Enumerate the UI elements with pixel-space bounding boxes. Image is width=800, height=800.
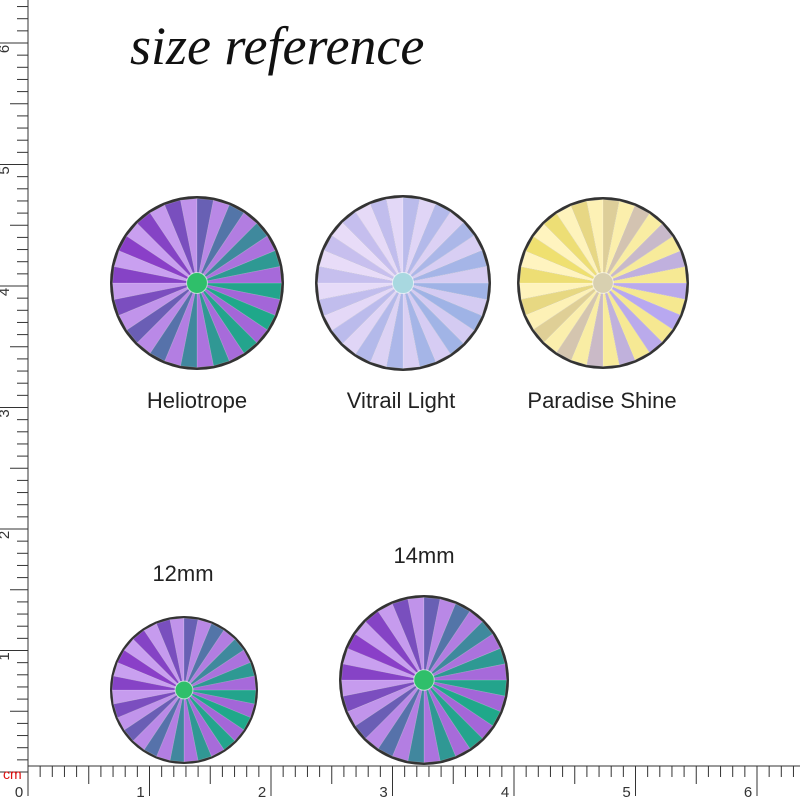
- gem: [315, 195, 491, 371]
- ruler-label: 6: [0, 45, 13, 53]
- gem-core: [174, 680, 194, 700]
- ruler-label: 2: [258, 784, 266, 800]
- gem-facet: [126, 282, 198, 344]
- ruler-label: 5: [622, 784, 630, 800]
- gem-facet: [520, 250, 604, 284]
- gem-facet: [570, 282, 604, 366]
- gem-facet: [423, 598, 456, 681]
- gem-facet: [196, 282, 230, 367]
- gem-facet: [323, 282, 404, 331]
- gem-facet: [183, 689, 245, 742]
- gem-facet: [196, 250, 281, 284]
- gem-facet: [602, 282, 673, 343]
- gem-facet: [423, 663, 507, 681]
- gem-facet: [602, 266, 687, 284]
- gem-facet: [602, 282, 686, 316]
- gem-facet: [402, 265, 489, 284]
- gem-facet: [318, 282, 404, 317]
- ruler-label: 0: [15, 784, 23, 800]
- size-label: 12mm: [152, 561, 213, 586]
- ruler-label: 1: [0, 652, 13, 660]
- gem-facet: [196, 282, 268, 344]
- gem-facet: [355, 679, 425, 739]
- gem-facet: [543, 213, 604, 284]
- gem-facet: [183, 649, 251, 691]
- gem-facet: [123, 638, 185, 691]
- gem-core: [413, 669, 435, 691]
- ruler-label: 2: [0, 531, 13, 539]
- gem-facet: [402, 249, 488, 284]
- gem-facet: [369, 198, 404, 284]
- ruler-label: 3: [0, 409, 13, 417]
- gem-facet: [183, 689, 225, 757]
- gem-label: Vitrail Light: [347, 388, 455, 413]
- gem-core: [391, 271, 415, 295]
- gem-facet: [196, 222, 268, 284]
- gem-facet: [402, 235, 483, 284]
- gem-facet: [143, 623, 185, 691]
- ruler-label: 1: [136, 784, 144, 800]
- gem-facet: [341, 663, 425, 681]
- size-label: 14mm: [393, 543, 454, 568]
- gem-facet: [183, 689, 236, 751]
- gem-facet: [113, 689, 185, 718]
- gem-facet: [533, 282, 604, 343]
- gem-facet: [183, 689, 212, 761]
- gem-facet: [402, 282, 437, 368]
- gem-facet: [136, 212, 198, 284]
- gem: [110, 196, 284, 370]
- ruler-label: 4: [0, 288, 13, 296]
- gem-facet: [602, 223, 673, 284]
- gem-facet: [586, 282, 604, 367]
- gem-facet: [196, 235, 276, 284]
- gem-facet: [602, 282, 663, 353]
- gem-facet: [533, 223, 604, 284]
- gem-facet: [164, 199, 198, 284]
- gem-facet: [118, 282, 198, 331]
- ruler-label: 6: [744, 784, 752, 800]
- ruler-unit: cm: [3, 766, 22, 782]
- gem-label: Paradise Shine: [527, 388, 676, 413]
- gem-facet: [402, 211, 464, 284]
- gem-label: Heliotrope: [147, 388, 247, 413]
- gem-facet: [342, 648, 425, 681]
- gem: [339, 595, 509, 765]
- gem-facet: [423, 679, 506, 712]
- gem-facet: [196, 282, 258, 354]
- gem-facet: [402, 282, 483, 331]
- gem-facet: [519, 266, 604, 284]
- ruler-label: 4: [501, 784, 509, 800]
- gem-facet: [602, 200, 636, 284]
- ruler-label: 3: [379, 784, 387, 800]
- gem: [517, 197, 689, 369]
- gem-facet: [392, 679, 425, 762]
- title: size reference: [130, 16, 424, 76]
- gem-facet: [355, 203, 404, 284]
- gem-facet: [149, 204, 198, 284]
- gem-facet: [196, 266, 282, 284]
- gem-facet: [196, 282, 245, 362]
- gem: [110, 616, 258, 764]
- gem-facet: [407, 679, 425, 763]
- gem-facet: [323, 235, 404, 284]
- gem-facet: [183, 675, 257, 691]
- gem-facet: [183, 662, 255, 691]
- ruler-bottom: [0, 765, 800, 800]
- ruler-label: 5: [0, 166, 13, 174]
- gem-core: [186, 272, 208, 294]
- gem-facet: [117, 689, 185, 731]
- gem-facet: [602, 199, 620, 284]
- gem-facet: [402, 282, 451, 363]
- gem-facet: [423, 597, 441, 681]
- gem-facet: [132, 629, 185, 691]
- gem-facet: [402, 203, 451, 284]
- gem-facet: [113, 282, 198, 316]
- gem-facet: [183, 638, 245, 691]
- gem-facet: [156, 619, 185, 691]
- gem-facet: [123, 689, 185, 742]
- gem-core: [592, 272, 614, 294]
- gem-facet: [355, 282, 404, 363]
- gem-facet: [423, 621, 493, 681]
